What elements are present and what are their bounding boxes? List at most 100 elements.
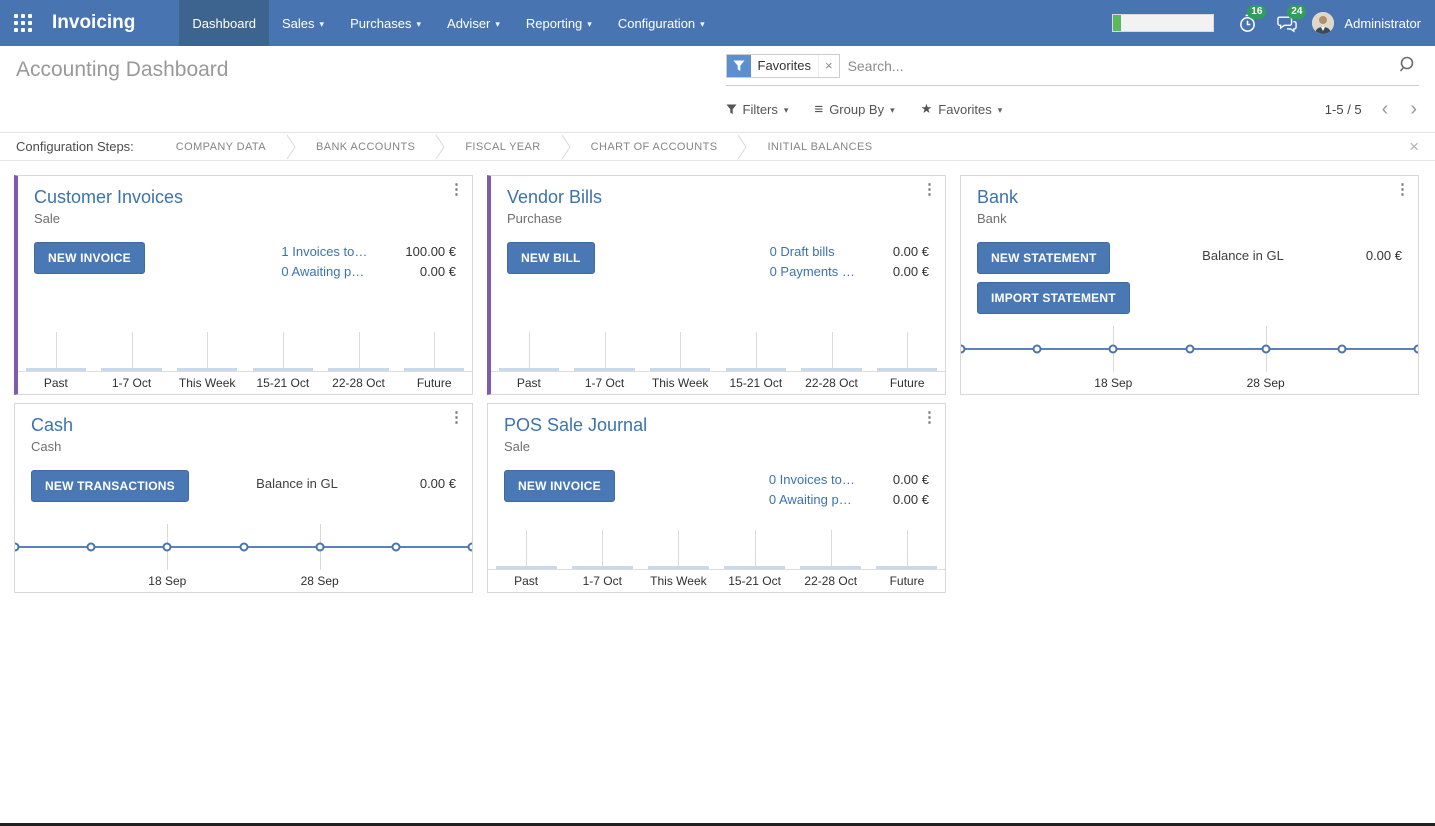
kebab-menu-icon[interactable]: ⋮ [1395,181,1410,198]
journal-title[interactable]: Customer Invoices [34,187,184,207]
kpi-link-invoices-to-validate[interactable]: 0 Invoices to… [768,472,855,487]
journal-title[interactable]: Bank [977,187,1019,207]
balance-row: Balance in GL 0.00 € [256,470,456,491]
menu-label: Adviser [447,15,491,31]
favorites-button[interactable]: ★ Favorites ▾ [921,101,1003,117]
journal-sparkline-line: 18 Sep 28 Sep [15,524,472,592]
menu-item-sales[interactable]: Sales ▾ [269,0,337,46]
menu-item-reporting[interactable]: Reporting ▾ [513,0,605,46]
avatar-glyph [1312,12,1335,34]
config-step-bank-accounts[interactable]: BANK ACCOUNTS [315,140,416,153]
chevron-down-icon: ▾ [700,18,705,29]
journal-card-pos-sale-journal: ⋮ POS Sale Journal Sale NEW INVOICE 0 In… [487,403,946,593]
card-row-1: ⋮ Customer Invoices Sale NEW INVOICE 1 I… [14,175,1421,395]
new-statement-button[interactable]: NEW STATEMENT [977,242,1111,274]
journal-subtitle: Purchase [507,211,562,226]
menu-item-adviser[interactable]: Adviser ▾ [434,0,513,46]
balance-amount: 0.00 € [419,476,456,491]
card-header: POS Sale Journal Sale [488,404,945,454]
pager: 1-5 / 5 ‹ › [1325,99,1419,119]
user-name[interactable]: Administrator [1344,15,1421,31]
kpi-link-draft-bills[interactable]: 0 Draft bills [769,244,835,259]
hamburger-icon: ≡ [814,100,824,118]
journal-title[interactable]: POS Sale Journal [504,415,648,435]
facet-remove-icon[interactable]: × [817,54,839,77]
chevron-down-icon: ▾ [495,18,500,29]
favorites-label: Favorites [938,101,992,117]
search-facet-favorites[interactable]: Favorites × [725,53,840,78]
chevron-down-icon: ▾ [783,104,789,115]
activities-count-badge: 16 [1247,5,1267,19]
config-steps-label: Configuration Steps: [16,139,134,154]
menu-label: Configuration [617,15,696,31]
journal-subtitle: Bank [977,211,1007,226]
filter-funnel-icon [725,103,737,114]
kpi-link-awaiting-payments[interactable]: 0 Awaiting p… [281,264,365,279]
apps-grid-glyph [14,14,32,32]
kpi-link-awaiting-payments[interactable]: 0 Awaiting p… [768,492,852,507]
config-step-chart-of-accounts[interactable]: CHART OF ACCOUNTS [590,140,718,153]
kpi-link-invoices-to-validate[interactable]: 1 Invoices to… [281,244,368,259]
card-row-2: ⋮ Cash Cash NEW TRANSACTIONS Balance in … [14,403,1421,593]
card-actions: NEW BILL [507,242,595,274]
journal-title[interactable]: Vendor Bills [507,187,603,207]
control-panel: Accounting Dashboard Favorites × [0,46,1435,132]
kebab-menu-icon[interactable]: ⋮ [922,181,937,198]
search-view[interactable]: Favorites × [725,46,1419,86]
kebab-menu-icon[interactable]: ⋮ [449,181,464,198]
new-bill-button[interactable]: NEW BILL [507,242,595,274]
kpi-link-payments[interactable]: 0 Payments … [769,264,855,279]
kpi-amount: 0.00 € [892,492,929,507]
config-step-initial-balances[interactable]: INITIAL BALANCES [767,140,873,153]
apps-grid-icon[interactable] [0,0,46,46]
menu-item-purchases[interactable]: Purchases ▾ [337,0,434,46]
config-step-fiscal-year[interactable]: FISCAL YEAR [465,140,541,153]
facet-label: Favorites [750,54,818,77]
close-icon[interactable]: × [1409,137,1419,156]
search-icon[interactable] [1397,55,1419,76]
messages-chat-icon[interactable]: 24 [1272,5,1307,38]
journal-card-cash: ⋮ Cash Cash NEW TRANSACTIONS Balance in … [14,403,473,593]
kebab-menu-icon[interactable]: ⋮ [449,409,464,426]
journal-sparkline-bar: Past 1-7 Oct This Week 15-21 Oct 22-28 Oct Fu… [18,332,472,394]
balance-amount: 0.00 € [1365,248,1402,263]
new-transactions-button[interactable]: NEW TRANSACTIONS [31,470,189,502]
search-input[interactable] [847,57,1389,74]
user-avatar[interactable] [1312,12,1335,34]
star-icon: ★ [920,101,933,116]
app-name[interactable]: Invoicing [52,12,136,33]
kpi-amount: 0.00 € [892,264,929,279]
page-title: Accounting Dashboard [16,58,229,81]
new-invoice-button[interactable]: NEW INVOICE [34,242,145,274]
magnifier-glyph [1399,56,1414,72]
import-statement-button[interactable]: IMPORT STATEMENT [977,282,1130,314]
kpi-amount: 0.00 € [892,472,929,487]
journal-subtitle: Sale [34,211,61,226]
group-by-button[interactable]: ≡ Group By ▾ [814,101,894,118]
card-body: NEW INVOICE 0 Invoices to… 0.00 € 0 Awai… [488,454,945,507]
journal-sparkline-bar: Past 1-7 Oct This Week 15-21 Oct 22-28 Oct Fu… [491,332,945,394]
funnel-glyph [733,60,744,71]
step-separator-chevron [738,134,748,159]
menu-item-dashboard[interactable]: Dashboard [179,0,270,46]
pager-previous-icon[interactable]: ‹ [1381,98,1389,120]
kebab-menu-icon[interactable]: ⋮ [922,409,937,426]
activities-clock-icon[interactable]: 16 [1232,5,1267,38]
progress-bar[interactable] [1112,14,1215,32]
menu-label: Purchases [350,15,412,31]
journal-title[interactable]: Cash [31,415,74,435]
journal-sparkline-line: 18 Sep 28 Sep [961,326,1418,394]
card-kpis: 0 Invoices to… 0.00 € 0 Awaiting p… 0.00… [769,470,929,507]
card-header: Cash Cash [15,404,472,454]
filters-button[interactable]: Filters ▾ [725,102,789,117]
pager-value[interactable]: 1-5 / 5 [1324,101,1362,117]
pager-next-icon[interactable]: › [1410,98,1417,120]
new-invoice-button[interactable]: NEW INVOICE [504,470,615,502]
kpi-amount: 0.00 € [419,264,456,279]
chevron-down-icon: ▾ [416,18,422,29]
filter-funnel-icon [726,54,751,77]
configuration-steps-bar: Configuration Steps: COMPANY DATA BANK A… [0,132,1435,161]
config-step-company-data[interactable]: COMPANY DATA [175,140,266,153]
card-body: NEW STATEMENT IMPORT STATEMENT Balance i… [961,226,1418,314]
menu-item-configuration[interactable]: Configuration ▾ [605,0,718,46]
